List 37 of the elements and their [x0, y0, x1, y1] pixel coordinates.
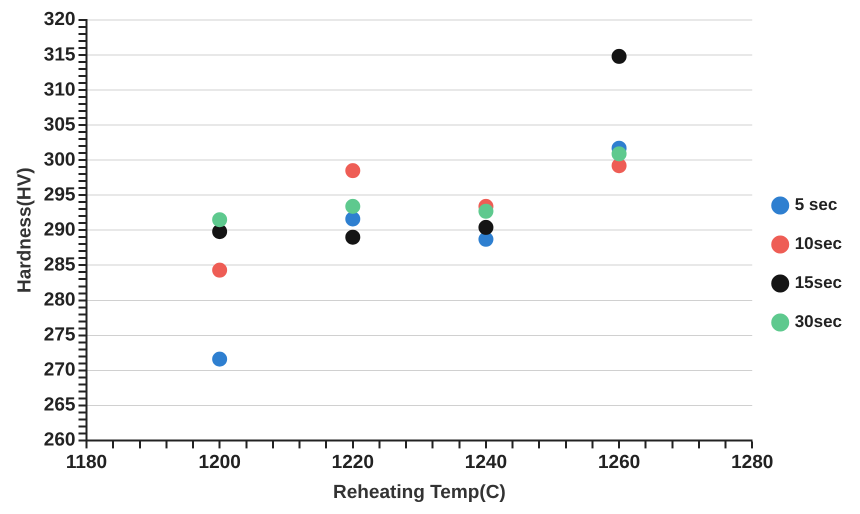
y-tick-label: 300 [44, 149, 76, 170]
y-tick-label: 305 [44, 114, 76, 136]
y-tick-label: 315 [44, 44, 76, 66]
point [478, 220, 494, 235]
point [212, 262, 228, 278]
point [212, 352, 228, 367]
y-tick-label: 290 [44, 219, 76, 240]
legend-label: 30sec [794, 312, 842, 332]
point [345, 211, 360, 226]
y-tick-label: 270 [44, 360, 76, 381]
legend-label: 10sec [794, 234, 842, 254]
y-tick-label: 265 [44, 394, 76, 416]
point [612, 146, 627, 162]
y-tick-label: 285 [44, 254, 76, 276]
x-tick-label: 1200 [198, 452, 241, 474]
point [345, 198, 360, 214]
point [212, 224, 228, 240]
point [345, 230, 360, 245]
point [212, 212, 228, 228]
point [612, 48, 627, 64]
x-tick-label: 1280 [731, 452, 774, 474]
y-tick-label: 280 [44, 290, 76, 310]
legend-label: 15sec [794, 273, 842, 292]
x-tick-label: 1260 [598, 452, 640, 474]
y-tick-label: 320 [44, 9, 76, 30]
point [345, 163, 360, 178]
legend-label: 5 sec [794, 195, 838, 214]
point [478, 204, 494, 219]
y-tick-label: 275 [44, 324, 76, 346]
y-tick-label: 310 [44, 79, 76, 100]
y-tick-label: 260 [44, 430, 76, 451]
x-tick-label: 1220 [332, 452, 374, 474]
y-tick-label: 295 [44, 184, 76, 206]
y-axis-title: Hardness(HV) [14, 167, 36, 294]
x-tick-label: 1180 [66, 452, 108, 474]
x-tick-label: 1240 [464, 452, 508, 474]
x-axis-title: Reheating Temp(C) [332, 482, 506, 503]
